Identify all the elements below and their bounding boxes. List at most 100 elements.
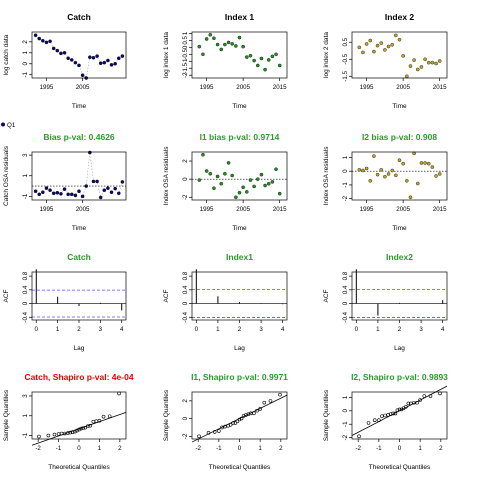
panel-title: Catch <box>67 12 91 22</box>
data-point <box>51 191 56 196</box>
data-point <box>102 60 107 65</box>
qq-point <box>391 411 395 416</box>
plot-frame <box>351 391 448 440</box>
data-point <box>364 42 369 46</box>
data-point <box>69 58 74 62</box>
qq-point <box>380 414 384 418</box>
legend: Q1 <box>1 122 16 129</box>
y-tick-label: 3 <box>22 394 29 398</box>
panel-9: Index2 Lag ACF 0 1 2 3 4 -0.4 0 0.4 0.8 <box>323 252 448 352</box>
plot-frame <box>351 31 448 79</box>
qq-point <box>107 414 112 419</box>
x-axis-label: Time <box>232 225 247 232</box>
y-axis-label: Index OSA residuals <box>163 146 170 206</box>
y-axis-label: ACF <box>163 289 170 302</box>
data-point <box>412 58 416 62</box>
x-tick-label: -2 <box>355 445 361 452</box>
y-axis-label: Index OSA residuals <box>323 146 330 206</box>
data-point <box>55 190 60 195</box>
data-point <box>364 166 369 171</box>
data-point <box>361 168 365 173</box>
data-point <box>277 63 282 68</box>
x-axis-label: Theoretical Quantiles <box>48 464 110 471</box>
data-point <box>379 168 384 172</box>
data-point <box>197 178 202 182</box>
qq-point <box>235 419 240 424</box>
data-point <box>266 58 271 62</box>
data-point <box>55 48 60 53</box>
qq-point <box>56 432 61 436</box>
data-point <box>419 65 424 69</box>
x-tick-label: 4 <box>441 326 445 333</box>
data-point <box>274 167 278 171</box>
data-point <box>248 53 253 58</box>
y-tick-label: -2 <box>342 195 349 201</box>
x-tick-label: 2005 <box>76 206 90 213</box>
qq-point <box>418 398 422 402</box>
qq-point <box>406 401 411 406</box>
data-point <box>226 161 231 165</box>
qq-point <box>79 426 83 431</box>
data-point <box>401 54 405 58</box>
x-tick-label: 2015 <box>273 84 287 91</box>
data-point <box>434 61 438 66</box>
x-tick-label: 1 <box>376 326 380 333</box>
y-tick-label: -2 <box>182 433 189 439</box>
y-axis-label: Sample Quantiles <box>163 389 170 441</box>
qq-point <box>91 419 96 424</box>
data-point <box>241 185 245 190</box>
qq-point <box>237 417 242 422</box>
x-tick-label: 1995 <box>200 206 214 213</box>
x-tick-label: -1 <box>216 445 222 452</box>
x-tick-label: 0 <box>77 445 81 452</box>
x-axis-label: Lag <box>234 345 245 352</box>
data-point <box>98 195 103 200</box>
data-point <box>397 158 402 163</box>
panel-2: Index 1 Time log index 1 data 1995 2005 2015 -… <box>163 12 288 110</box>
y-tick-label: -0.5 <box>182 48 189 59</box>
y-tick-label: 2 <box>22 40 29 44</box>
qq-point <box>404 404 408 409</box>
data-point <box>226 40 231 45</box>
data-point <box>255 177 260 181</box>
plot-frame <box>31 391 127 440</box>
y-tick-label: 3 <box>22 153 29 157</box>
data-point <box>120 54 125 58</box>
data-point <box>95 179 99 184</box>
data-point <box>84 184 89 188</box>
data-point <box>274 52 278 57</box>
data-point <box>379 41 384 45</box>
panel-title: Catch <box>67 252 91 262</box>
data-point <box>212 186 216 191</box>
panel-title: I1, Shapiro p-val: 0.9971 <box>191 372 288 382</box>
x-tick-label: 2 <box>118 445 122 452</box>
y-tick-label: -0.5 <box>342 53 349 64</box>
data-point <box>109 190 114 195</box>
data-point <box>394 173 398 178</box>
data-point <box>41 38 45 43</box>
x-tick-label: -1 <box>376 445 382 452</box>
plot-frame <box>31 271 127 321</box>
y-tick-label: 0 <box>182 45 189 49</box>
data-point <box>234 44 238 48</box>
y-tick-label: 0.5 <box>182 36 189 45</box>
x-tick-label: 2 <box>238 326 242 333</box>
data-point <box>201 152 205 157</box>
panel-6: I2 bias p-val: 0.908 Time Index OSA residu… <box>323 132 448 232</box>
x-tick-label: 0 <box>195 326 199 333</box>
data-point <box>419 161 424 165</box>
qq-point <box>197 434 201 439</box>
panel-title: I2 bias p-val: 0.908 <box>362 132 437 142</box>
data-point <box>37 192 42 197</box>
y-axis-label: log index 1 data <box>163 32 170 78</box>
qq-point <box>65 431 70 435</box>
qq-point <box>37 434 41 439</box>
qq-point <box>94 419 99 423</box>
data-point <box>405 179 409 183</box>
qq-point <box>228 423 233 427</box>
y-tick-label: 0 <box>22 301 29 305</box>
qq-point <box>70 430 75 434</box>
y-tick-label: 0.8 <box>182 271 189 280</box>
